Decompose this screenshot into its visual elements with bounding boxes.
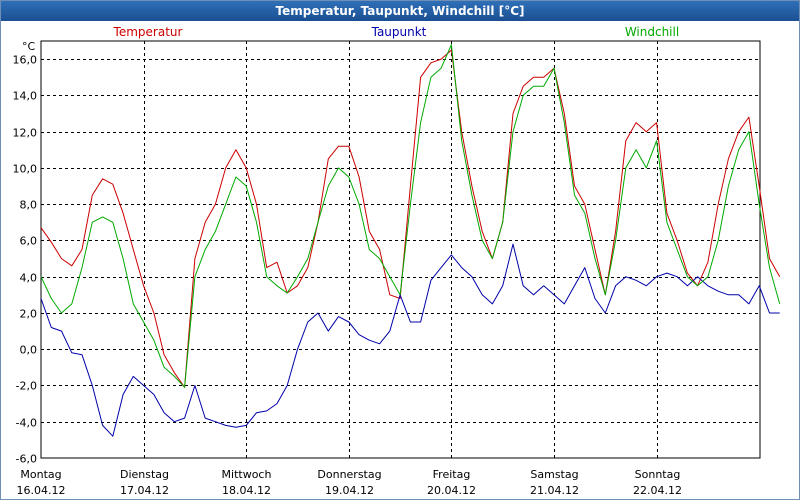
y-tick-label: -2,0 <box>16 380 37 393</box>
series-line-temperatur <box>40 49 781 388</box>
x-tick-date-label: 16.04.12 <box>17 484 66 497</box>
x-tick-date-label: 20.04.12 <box>427 484 476 497</box>
plot-border <box>40 40 761 459</box>
x-tick-date-label: 21.04.12 <box>530 484 579 497</box>
series-line-windchill <box>40 44 781 388</box>
y-tick-label: -6,0 <box>16 453 37 466</box>
y-tick-label: 10,0 <box>13 163 38 176</box>
y-axis-unit-label: °C <box>22 40 36 53</box>
y-tick-label: 4,0 <box>20 272 38 285</box>
chart-title: Temperatur, Taupunkt, Windchill [°C] <box>1 1 799 21</box>
series-line-taupunkt <box>40 243 780 437</box>
y-tick-label: 8,0 <box>20 199 38 212</box>
x-tick-date-label: 19.04.12 <box>325 484 374 497</box>
y-tick-label: 6,0 <box>20 235 38 248</box>
x-tick-day-label: Freitag <box>433 468 471 481</box>
legend-temperatur: Temperatur <box>113 25 183 39</box>
x-tick-date-label: 18.04.12 <box>222 484 271 497</box>
legend-taupunkt: Taupunkt <box>371 25 427 39</box>
x-tick-day-label: Montag <box>20 468 61 481</box>
y-tick-label: 12,0 <box>13 127 38 140</box>
x-tick-day-label: Sonntag <box>635 468 681 481</box>
legend-windchill: Windchill <box>625 25 679 39</box>
y-tick-label: 16,0 <box>13 54 38 67</box>
y-tick-label: 0,0 <box>20 344 38 357</box>
x-tick-day-label: Dienstag <box>120 468 169 481</box>
x-tick-day-label: Samstag <box>530 468 578 481</box>
x-tick-day-label: Mittwoch <box>222 468 272 481</box>
x-tick-date-label: 17.04.12 <box>120 484 169 497</box>
x-tick-day-label: Donnerstag <box>317 468 381 481</box>
y-tick-label: 14,0 <box>13 90 38 103</box>
y-tick-label: 2,0 <box>20 308 38 321</box>
y-tick-label: -4,0 <box>16 417 37 430</box>
x-tick-date-label: 22.04.12 <box>633 484 682 497</box>
